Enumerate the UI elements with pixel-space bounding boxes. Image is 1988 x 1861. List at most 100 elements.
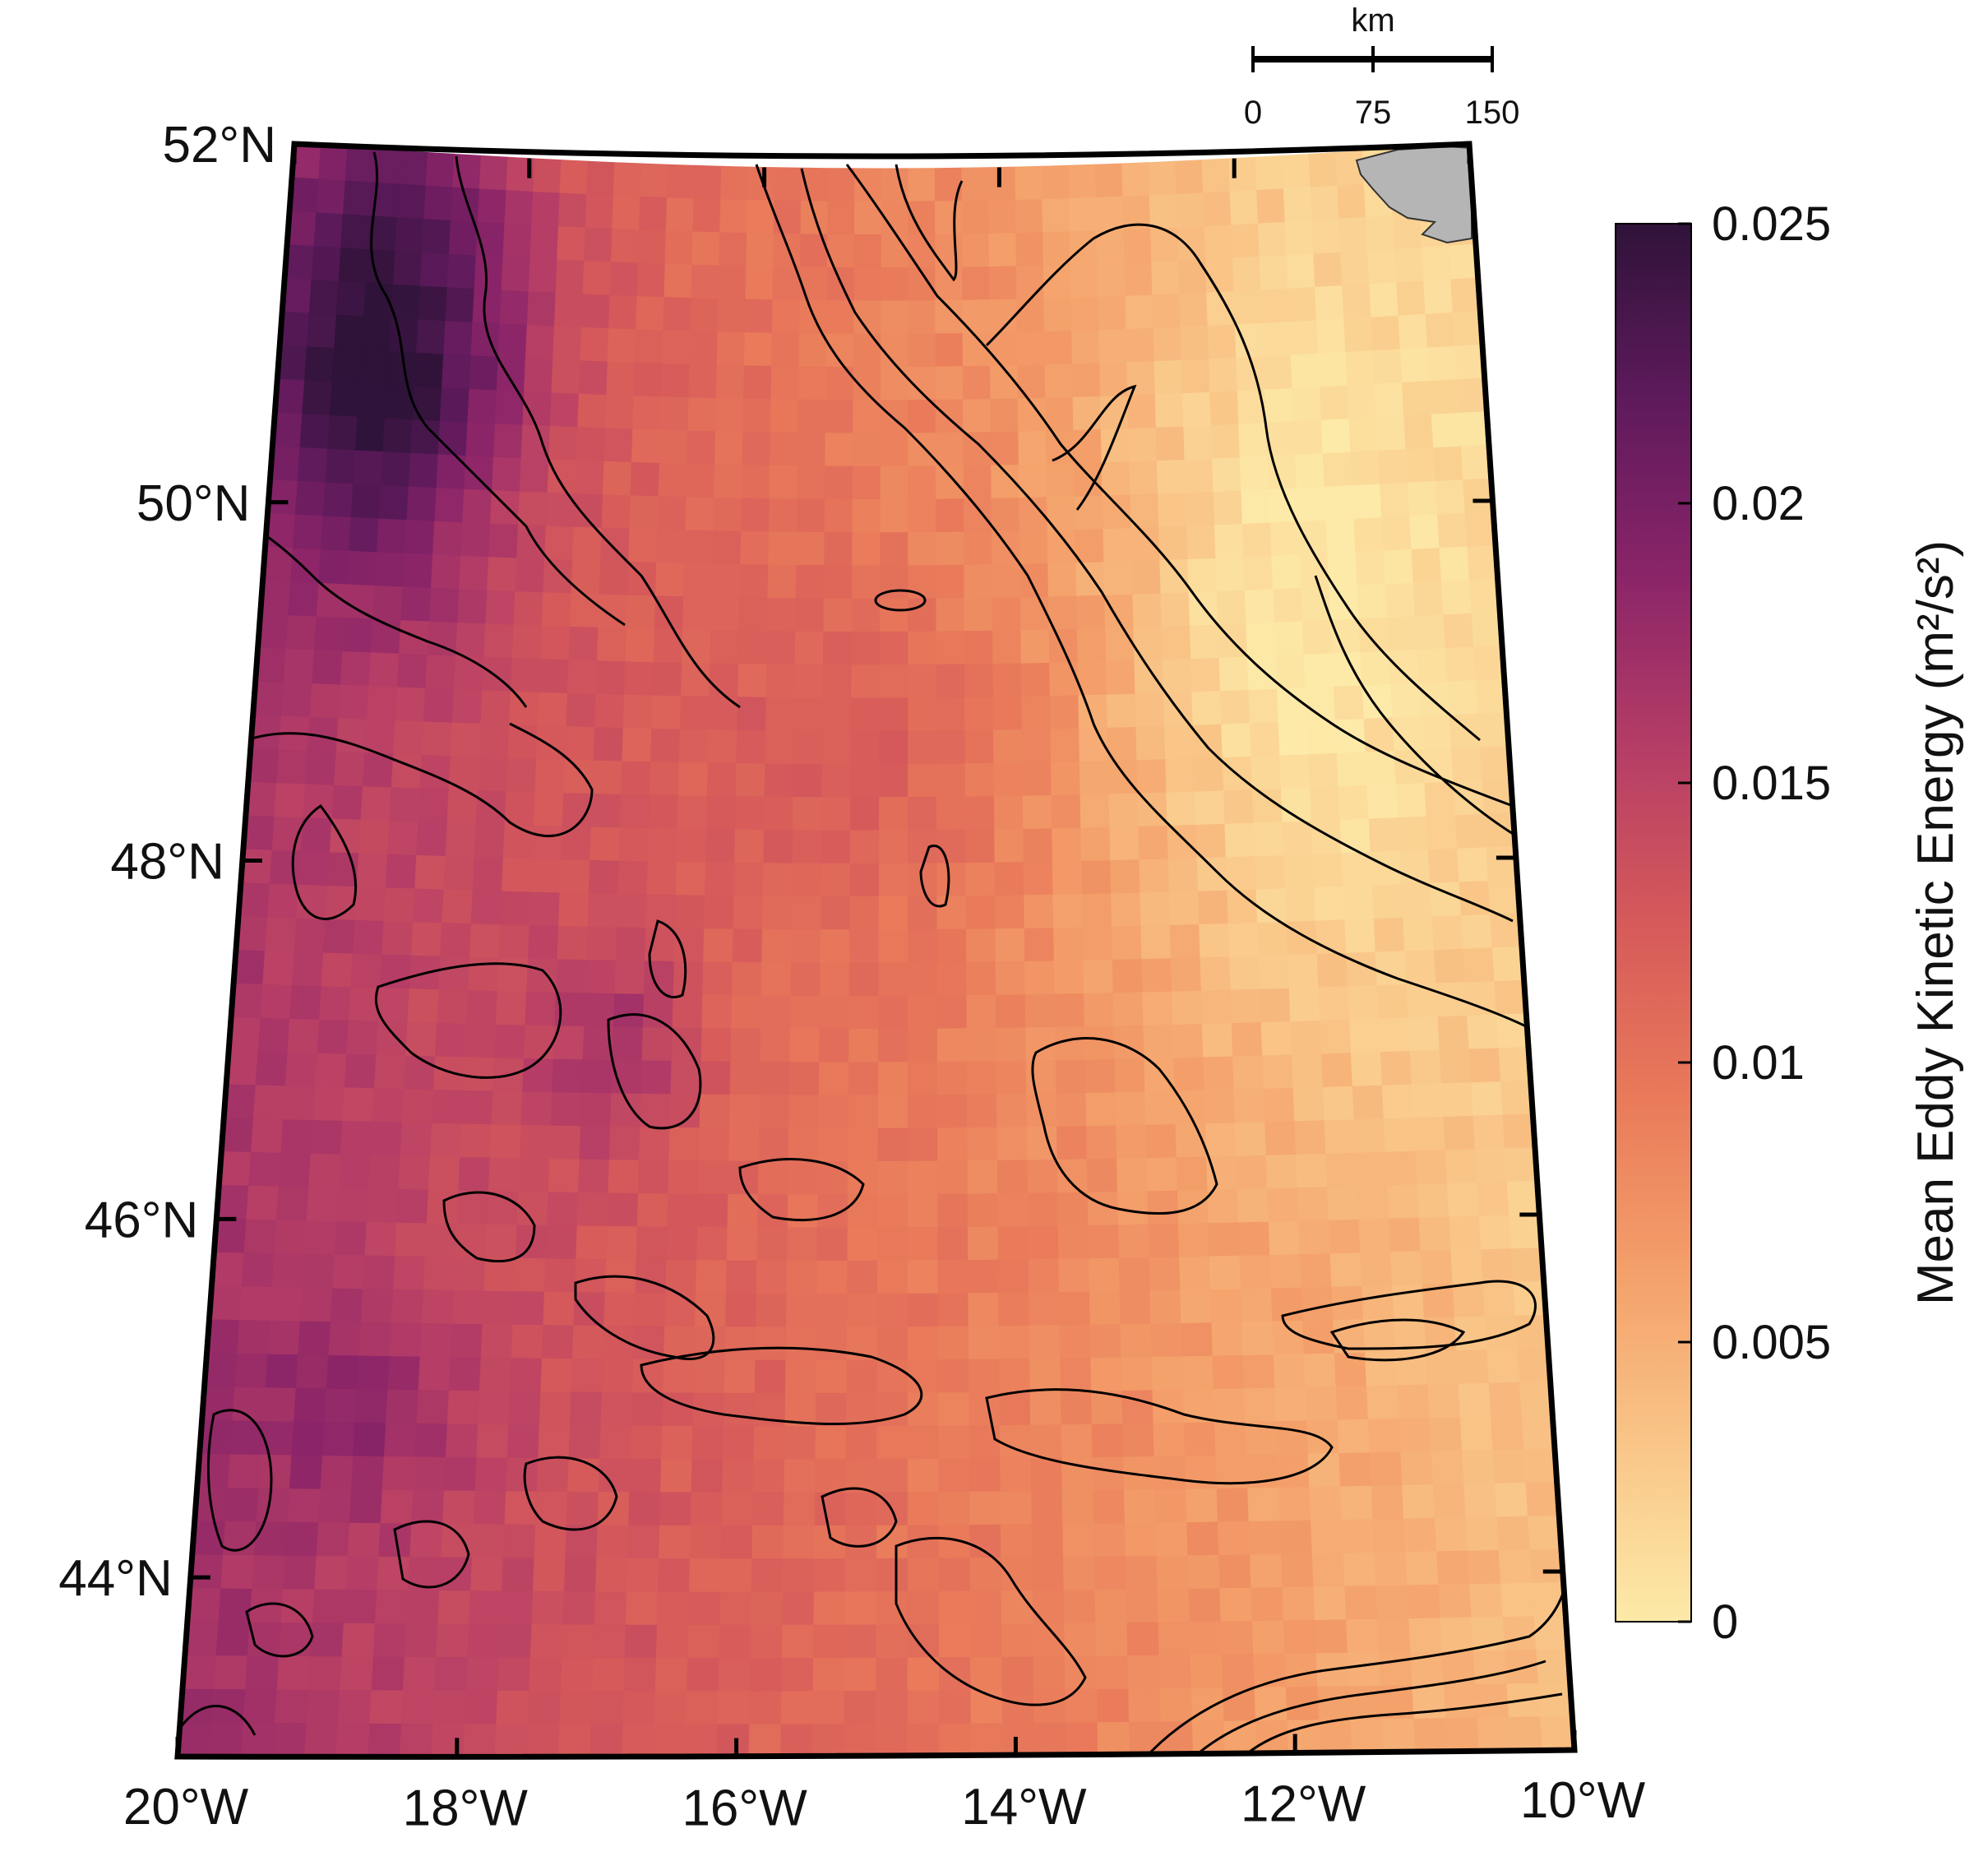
eke-cell [1042, 198, 1070, 234]
eke-cell [1177, 225, 1206, 262]
eke-cell [709, 663, 739, 698]
contour-line [640, 1346, 923, 1426]
eke-cell [785, 1326, 818, 1361]
eke-cell [1043, 297, 1073, 333]
eke-cell [996, 1027, 1027, 1062]
eke-cell [966, 961, 997, 997]
eke-cell [678, 729, 710, 764]
eke-cell [338, 248, 369, 284]
eke-cell [1019, 596, 1050, 632]
eke-cell [368, 1723, 402, 1757]
eke-cell [1029, 1391, 1062, 1426]
eke-cell [878, 995, 908, 1030]
eke-cell [820, 896, 851, 931]
eke-cell [530, 859, 562, 894]
eke-cell [936, 829, 967, 864]
eke-cell [329, 382, 360, 418]
eke-cell [1313, 252, 1343, 288]
eke-cell [728, 1095, 761, 1129]
eke-cell [995, 961, 1026, 996]
eke-cell [749, 1691, 783, 1725]
eke-cell [1371, 884, 1404, 920]
eke-cell [1290, 1020, 1323, 1056]
eke-cell [936, 598, 965, 632]
eke-cell [907, 1690, 941, 1725]
eke-cell [1000, 1457, 1033, 1493]
eke-cell [752, 1459, 785, 1493]
eke-cell [276, 749, 308, 785]
eke-cell [479, 155, 509, 192]
eke-cell [879, 664, 909, 699]
eke-cell [1440, 1617, 1474, 1653]
eke-cell [852, 499, 881, 534]
eke-cell [1288, 953, 1320, 989]
eke-cell [720, 165, 749, 201]
eke-cell [964, 796, 996, 831]
eke-cell [1330, 618, 1362, 655]
eke-cell [1301, 1286, 1334, 1322]
eke-cell [1128, 1721, 1163, 1757]
eke-cell [850, 697, 881, 732]
eke-cell [846, 1293, 879, 1328]
eke-cell [400, 1690, 436, 1725]
eke-cell [1015, 165, 1043, 201]
eke-cell [648, 794, 679, 830]
eke-cell [750, 1624, 784, 1660]
eke-cell [594, 693, 626, 729]
eke-cell [385, 854, 418, 890]
eke-cell [1045, 430, 1075, 465]
eke-cell [274, 1689, 309, 1724]
eke-cell [1071, 330, 1101, 365]
eke-cell [1022, 794, 1053, 830]
eke-cell [405, 1590, 441, 1625]
eke-cell [1153, 326, 1182, 363]
eke-cell [640, 1060, 673, 1095]
eke-cell [1463, 947, 1496, 984]
eke-cell [850, 730, 881, 765]
eke-cell [1254, 1687, 1288, 1722]
eke-cell [844, 1558, 877, 1593]
eke-cell [334, 1221, 368, 1257]
eke-cell [1084, 1058, 1117, 1094]
eke-cell [968, 1292, 1000, 1327]
eke-cell [1089, 1257, 1121, 1293]
eke-cell [1189, 624, 1220, 660]
eke-cell [631, 428, 661, 465]
eke-cell [1231, 1022, 1264, 1058]
eke-cell [963, 465, 992, 500]
eke-cell [936, 1028, 968, 1062]
eke-cell [1436, 1550, 1471, 1586]
eke-cell [1316, 318, 1347, 354]
eke-cell [731, 995, 762, 1030]
eke-cell [549, 392, 580, 428]
eke-cell [354, 416, 386, 453]
eke-cell [1131, 560, 1162, 595]
eke-cell [184, 1622, 220, 1657]
eke-cell [287, 1018, 321, 1054]
eke-cell [964, 564, 993, 600]
eke-cell [719, 1558, 753, 1593]
eke-cell [600, 1391, 633, 1427]
eke-cell [1445, 1717, 1480, 1752]
eke-cell [970, 1723, 1004, 1757]
eke-cell [432, 521, 464, 557]
eke-cell [1494, 979, 1527, 1016]
eke-cell [827, 201, 856, 235]
eke-cell [1477, 1181, 1510, 1217]
eke-cell [1311, 1553, 1346, 1588]
eke-cell [793, 763, 823, 799]
eke-cell [387, 820, 419, 856]
eke-cell [787, 1194, 819, 1229]
eke-cell [599, 1425, 632, 1460]
eke-cell [731, 961, 763, 997]
eke-cell [1060, 1391, 1093, 1426]
eke-cell [1179, 292, 1209, 328]
eke-cell [791, 863, 822, 898]
colorbar-tick-label: 0.02 [1712, 477, 1805, 530]
eke-cell [1350, 1052, 1383, 1087]
eke-cell [938, 1458, 970, 1493]
eke-cell [340, 214, 371, 251]
contour-line [800, 168, 1514, 923]
eke-cell [338, 684, 370, 720]
eke-cell [907, 1723, 941, 1757]
